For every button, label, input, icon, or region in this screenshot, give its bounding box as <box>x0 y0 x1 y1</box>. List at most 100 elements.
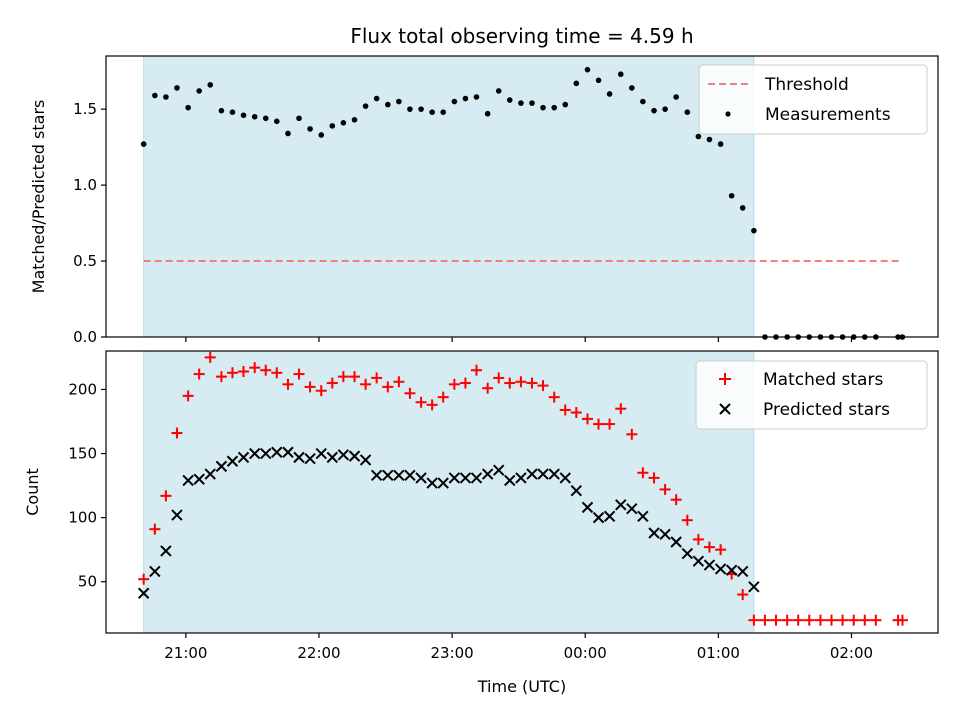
matched-star-point <box>581 413 593 425</box>
predicted-star-stroke-b <box>149 565 161 578</box>
matched-star-point <box>160 490 172 502</box>
measurement-point <box>174 85 180 91</box>
x-axis-label: Time (UTC) <box>477 677 566 696</box>
matched-star-point <box>637 467 649 479</box>
measurement-point <box>451 98 458 105</box>
predicted-star-stroke-b <box>515 472 527 484</box>
matched-star-point <box>293 368 305 380</box>
measurement-point <box>373 95 380 102</box>
matched-star-point <box>282 378 294 390</box>
predicted-star-stroke-b <box>659 528 671 541</box>
legend-measurements-swatch <box>725 111 731 117</box>
predicted-star-point <box>659 528 671 541</box>
measurement-point <box>418 106 424 112</box>
predicted-star-stroke-b <box>559 472 571 484</box>
predicted-star-stroke-b <box>426 477 438 489</box>
matched-star-point <box>404 387 416 399</box>
matched-star-point <box>670 494 682 506</box>
predicted-star-stroke-b <box>348 450 361 462</box>
predicted-star-stroke-b <box>637 510 649 523</box>
matched-star-point <box>304 381 316 393</box>
predicted-star-point <box>637 510 649 523</box>
top-y-tick-label: 1.0 <box>73 176 97 194</box>
predicted-star-stroke-b <box>714 563 727 575</box>
measurement-point <box>617 71 624 78</box>
predicted-star-point <box>404 469 416 482</box>
predicted-star-point <box>492 464 505 476</box>
measurement-point <box>407 106 413 112</box>
predicted-star-point <box>692 555 705 567</box>
measurement-point <box>285 130 291 137</box>
top-legend: Threshold Measurements <box>698 64 928 135</box>
matched-star-point <box>859 614 871 626</box>
predicted-star-point <box>548 468 560 480</box>
predicted-star-stroke-b <box>448 472 461 484</box>
measurement-point <box>273 118 280 125</box>
measurement-point <box>540 104 546 111</box>
matched-star-point <box>226 367 238 379</box>
bottom-y-tick-label: 200 <box>68 380 97 398</box>
measurement-point <box>629 85 635 91</box>
measurement-point <box>529 100 535 106</box>
matched-star-point <box>848 614 860 626</box>
matched-star-point <box>437 391 449 403</box>
predicted-star-stroke-b <box>226 455 239 467</box>
bottom-legend: Matched stars Predicted stars <box>695 360 928 430</box>
predicted-star-point <box>681 547 694 560</box>
predicted-star-point <box>570 485 583 497</box>
predicted-star-point <box>393 469 405 482</box>
matched-star-point <box>703 541 715 553</box>
predicted-star-stroke-b <box>382 469 394 482</box>
matched-star-point <box>737 589 749 601</box>
predicted-star-point <box>304 452 316 465</box>
predicted-star-point <box>237 451 250 464</box>
measurement-point <box>684 109 691 115</box>
predicted-star-stroke-b <box>304 452 316 465</box>
predicted-star-point <box>581 501 594 514</box>
measurement-point <box>673 94 679 100</box>
matched-star-point <box>692 533 704 545</box>
predicted-star-point <box>160 545 172 557</box>
predicted-star-point <box>359 454 372 466</box>
top-legend-box <box>698 64 928 135</box>
measurement-point <box>207 82 214 88</box>
matched-star-point <box>382 381 394 393</box>
ratio-panel: 0.0 0.5 1.0 1.5 Matched/Predicted stars Thr… <box>29 55 939 346</box>
predicted-stars-points <box>137 446 760 599</box>
predicted-star-stroke-b <box>670 536 682 548</box>
predicted-star-point <box>315 447 327 460</box>
predicted-star-point <box>137 587 150 599</box>
matched-star-point <box>648 472 660 484</box>
measurement-point <box>262 115 269 122</box>
predicted-star-stroke-b <box>326 451 339 464</box>
matched-star-point <box>659 483 671 495</box>
matched-star-point <box>759 614 771 626</box>
measurement-point <box>751 227 757 234</box>
predicted-star-stroke-b <box>548 468 560 480</box>
predicted-star-stroke-b <box>626 502 638 515</box>
predicted-star-stroke-b <box>359 454 372 466</box>
matched-star-point <box>326 377 338 389</box>
measurement-point <box>152 92 158 99</box>
measurement-point <box>728 192 735 199</box>
predicted-star-point <box>603 510 616 523</box>
predicted-star-stroke-b <box>315 447 327 460</box>
predicted-star-point <box>526 468 538 480</box>
measurement-point <box>551 104 558 111</box>
predicted-star-stroke-b <box>504 474 516 487</box>
predicted-star-point <box>748 581 760 593</box>
matched-star-point <box>337 371 349 383</box>
predicted-star-point <box>615 499 627 511</box>
measurement-point <box>662 106 668 112</box>
predicted-star-stroke-b <box>581 501 594 514</box>
matched-star-point <box>415 396 427 408</box>
predicted-star-point <box>171 509 183 521</box>
predicted-star-point <box>149 565 161 578</box>
predicted-star-point <box>248 447 261 460</box>
measurement-point <box>140 141 147 147</box>
measurement-point <box>573 80 580 87</box>
matched-star-point <box>681 514 693 526</box>
x-tick-label: 00:00 <box>564 644 607 662</box>
predicted-star-point <box>648 527 660 539</box>
matched-star-point <box>271 367 283 379</box>
